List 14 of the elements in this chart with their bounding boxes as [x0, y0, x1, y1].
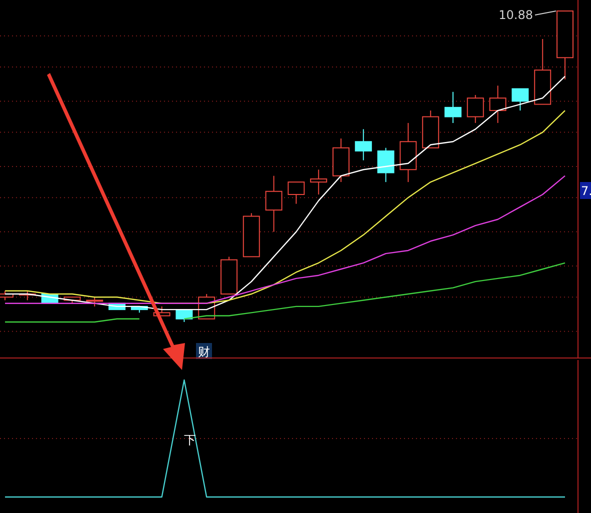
candlestick	[265, 175, 282, 232]
candlestick	[377, 147, 394, 183]
candlestick	[512, 88, 529, 112]
candlestick	[310, 169, 328, 195]
annotation: 10.88	[498, 8, 533, 22]
candlestick	[489, 85, 506, 124]
candlestick	[466, 94, 484, 124]
candlestick	[288, 182, 305, 204]
candlestick	[354, 128, 372, 161]
candlestick	[444, 91, 462, 124]
text: 7.	[581, 184, 591, 198]
candlestick	[86, 296, 104, 307]
text: 财	[198, 345, 210, 359]
annotation: 下	[184, 433, 196, 447]
